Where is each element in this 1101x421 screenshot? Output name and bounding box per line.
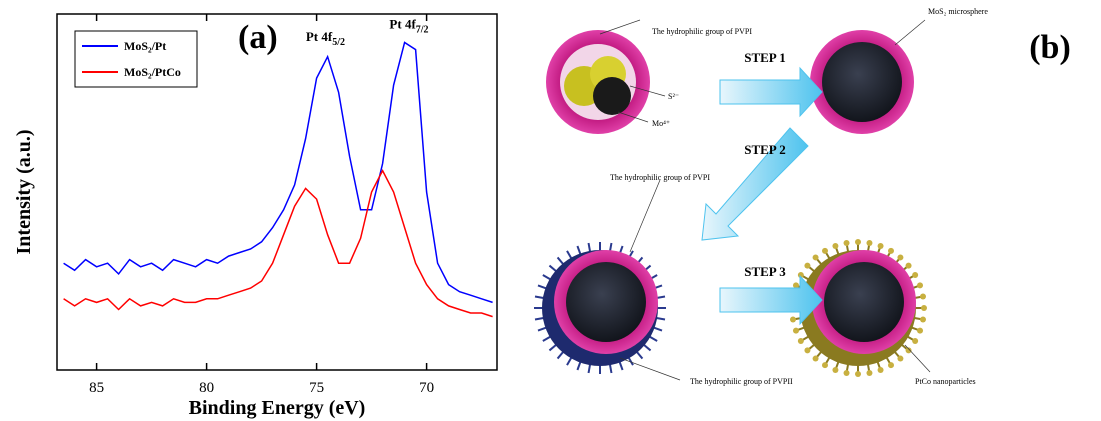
sphere [810,30,914,134]
nanoparticle [912,272,919,278]
annotation-sub: 7/2 [416,24,429,35]
x-tick-label: 80 [199,380,214,396]
nanoparticle [797,338,804,344]
nanoparticle [905,347,912,354]
y-axis-label: Intensity (a.u.) [13,129,35,254]
nanoparticle [843,240,850,247]
nanoparticle [812,254,819,261]
panel-label: (b) [1029,29,1071,66]
x-axis-label: Binding Energy (eV) [189,397,366,419]
nanoparticle [822,362,828,369]
nanoparticle [897,254,904,261]
legend-label: MoS₂/Pt [124,39,166,53]
diagram-label: The hydrophilic group of PVPII [690,377,793,386]
nanoparticle [797,272,804,278]
nanoparticle [888,362,894,369]
nanoparticle [919,293,926,300]
nanoparticle [866,240,873,247]
arrow [701,127,809,241]
annotation-sub: 5/2 [332,37,345,48]
nanoparticle [912,338,919,344]
nanoparticle [897,355,904,362]
annotation: Pt 4f7/2 [389,16,428,35]
step-label: STEP 3 [744,264,786,279]
nanoparticle [843,369,850,376]
nanoparticle [832,367,839,374]
nanoparticle [877,242,884,249]
step-label: STEP 1 [744,50,786,65]
leader-lines [599,19,931,381]
diagram-label: PtCo nanoparticles [915,377,976,386]
series-line [63,41,493,304]
nanoparticle [792,327,799,334]
nanoparticle [804,347,811,354]
diagram-label: The hydrophilic group of PVPI [652,27,752,36]
diagram-label: Mo⁴⁺ [652,119,670,128]
annotation: Pt 4f5/2 [306,29,345,48]
nanoparticle [917,282,924,289]
nanoparticle [877,367,884,374]
panel-label: (a) [238,19,278,56]
x-tick-label: 75 [309,380,324,396]
nanoparticle [905,262,912,269]
series-line [63,168,493,318]
arrow [719,66,823,118]
annotation-text: Pt 4f [389,16,416,31]
annotation-text: Pt 4f [306,29,333,44]
legend-label: MoS₂/PtCo [124,65,181,79]
sphere [534,242,666,374]
step-label: STEP 2 [744,142,786,157]
sphere [546,30,650,134]
plot-frame [56,13,498,371]
diagram-label: S²⁻ [668,92,679,101]
nanoparticle [888,247,894,254]
nanoparticle [812,355,819,362]
nanoparticle [804,262,811,269]
sphere [789,239,927,377]
diagram-label: MoS₂ microsphere [928,7,988,16]
nanoparticle [866,369,873,376]
nanoparticle [855,239,861,245]
diagram-label: The hydrophilic group of PVPI [610,173,710,182]
nanoparticle [917,327,924,334]
plot-area: 85 80 75 70 [63,14,493,396]
nanoparticle [832,242,839,249]
nanoparticle [792,282,799,289]
nanoparticle [921,305,927,311]
nanoparticle [919,316,926,323]
nanoparticle [822,247,828,254]
diagram: (b) STEP 1 STEP 2 STEP 3 The hydrophilic… [534,7,1071,386]
legend-box [74,30,198,88]
nanoparticle [855,371,861,377]
nanoparticle [790,316,797,323]
arrow [719,274,823,326]
x-tick-label: 70 [419,380,434,396]
x-tick-label: 85 [89,380,104,396]
